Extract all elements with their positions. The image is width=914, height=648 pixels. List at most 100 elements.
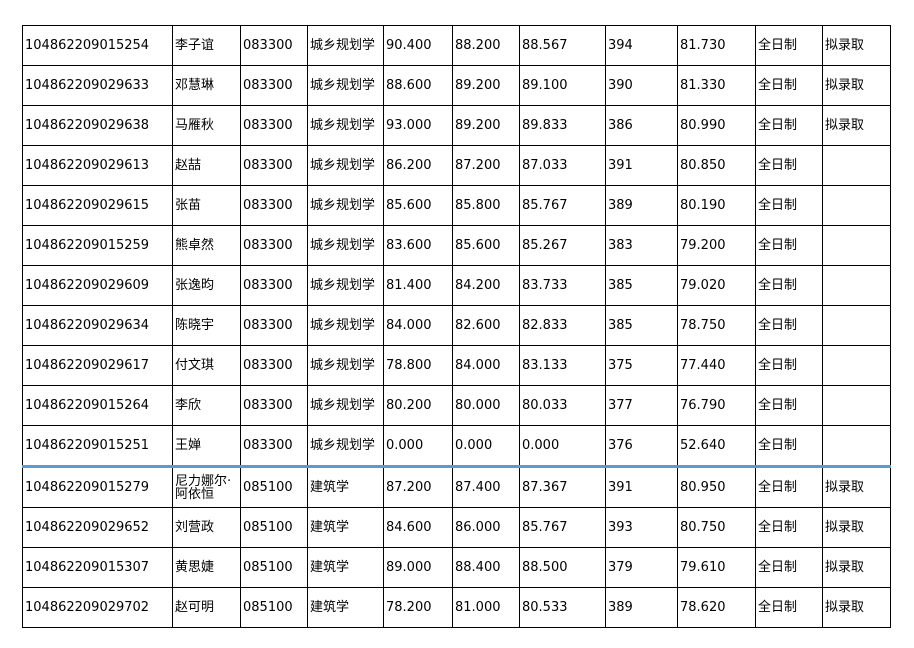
table-cell: 79.020 <box>677 265 756 306</box>
table-cell: 拟录取 <box>822 465 891 508</box>
table-cell: 城乡规划学 <box>307 145 384 186</box>
table-cell: 80.190 <box>677 185 756 226</box>
table-cell: 93.000 <box>383 105 453 146</box>
table-cell: 81.000 <box>452 587 520 628</box>
table-cell: 0.000 <box>519 425 606 467</box>
table-cell: 88.200 <box>452 25 520 66</box>
table-cell: 390 <box>605 65 678 106</box>
table-row: 104862209015279 尼力娜尔·阿依恒 085100 建筑学 87.200 87… <box>22 465 891 508</box>
table-cell: 88.400 <box>452 547 520 588</box>
table-cell: 085100 <box>240 547 308 588</box>
table-cell: 88.600 <box>383 65 453 106</box>
table-cell: 全日制 <box>755 25 823 66</box>
table-cell: 拟录取 <box>822 65 891 106</box>
table-cell: 全日制 <box>755 547 823 588</box>
table-cell: 86.000 <box>452 507 520 548</box>
table-cell: 82.833 <box>519 305 606 346</box>
table-cell: 104862209029652 <box>22 507 173 548</box>
table-cell: 城乡规划学 <box>307 25 384 66</box>
table-cell: 79.610 <box>677 547 756 588</box>
table-cell: 邓慧琳 <box>172 65 241 106</box>
table-cell: 80.000 <box>452 385 520 426</box>
table-cell: 赵可明 <box>172 587 241 628</box>
table-cell: 104862209015264 <box>22 385 173 426</box>
table-cell: 83.733 <box>519 265 606 306</box>
table-cell: 383 <box>605 225 678 266</box>
table-cell: 083300 <box>240 265 308 306</box>
table-cell: 81.330 <box>677 65 756 106</box>
table-cell: 赵喆 <box>172 145 241 186</box>
table-cell: 王婵 <box>172 425 241 467</box>
table-cell: 张逸昀 <box>172 265 241 306</box>
table-cell <box>822 185 891 226</box>
table-cell: 385 <box>605 305 678 346</box>
table-cell: 87.400 <box>452 465 520 508</box>
table-cell: 城乡规划学 <box>307 385 384 426</box>
table-cell: 李欣 <box>172 385 241 426</box>
table-cell: 083300 <box>240 425 308 467</box>
table-cell: 87.367 <box>519 465 606 508</box>
table-cell: 89.000 <box>383 547 453 588</box>
table-cell: 拟录取 <box>822 105 891 146</box>
table-cell: 393 <box>605 507 678 548</box>
table-cell: 付文琪 <box>172 345 241 386</box>
table-cell: 81.400 <box>383 265 453 306</box>
table-cell: 建筑学 <box>307 507 384 548</box>
table-cell: 全日制 <box>755 185 823 226</box>
table-cell: 拟录取 <box>822 587 891 628</box>
table-cell: 083300 <box>240 385 308 426</box>
table-cell: 建筑学 <box>307 465 384 508</box>
table-cell: 80.200 <box>383 385 453 426</box>
table-cell: 083300 <box>240 25 308 66</box>
table-cell <box>822 345 891 386</box>
table-cell <box>822 425 891 467</box>
table-cell: 104862209029633 <box>22 65 173 106</box>
table-cell: 104862209029617 <box>22 345 173 386</box>
table-cell: 87.200 <box>383 465 453 508</box>
table-cell: 52.640 <box>677 425 756 467</box>
table-cell: 全日制 <box>755 465 823 508</box>
table-cell: 376 <box>605 425 678 467</box>
table-cell: 085100 <box>240 587 308 628</box>
table-cell: 全日制 <box>755 385 823 426</box>
table-cell: 391 <box>605 465 678 508</box>
table-cell: 083300 <box>240 105 308 146</box>
table-cell: 拟录取 <box>822 507 891 548</box>
table-cell: 85.267 <box>519 225 606 266</box>
table-cell: 尼力娜尔·阿依恒 <box>172 465 241 508</box>
table-cell: 78.750 <box>677 305 756 346</box>
table-cell: 全日制 <box>755 225 823 266</box>
table-cell: 拟录取 <box>822 25 891 66</box>
table-row: 104862209029634 陈晓宇 083300 城乡规划学 84.000 82.60… <box>22 305 891 346</box>
table-cell: 78.620 <box>677 587 756 628</box>
table-cell: 78.800 <box>383 345 453 386</box>
table-cell: 87.033 <box>519 145 606 186</box>
table-cell: 85.767 <box>519 185 606 226</box>
table-cell: 87.200 <box>452 145 520 186</box>
table-cell: 379 <box>605 547 678 588</box>
table-cell: 394 <box>605 25 678 66</box>
table-cell: 城乡规划学 <box>307 305 384 346</box>
table-cell: 104862209015259 <box>22 225 173 266</box>
table-cell: 85.767 <box>519 507 606 548</box>
table-row: 104862209029617 付文琪 083300 城乡规划学 78.800 84.00… <box>22 345 891 386</box>
table-row: 104862209029638 马雁秋 083300 城乡规划学 93.000 89.20… <box>22 105 891 146</box>
table-cell: 84.600 <box>383 507 453 548</box>
table-row: 104862209015254 李子谊 083300 城乡规划学 90.400 88.20… <box>22 25 891 66</box>
table-row: 104862209029702 赵可明 085100 建筑学 78.200 81.000 8… <box>22 587 891 628</box>
table-cell: 全日制 <box>755 65 823 106</box>
table-cell: 104862209015279 <box>22 465 173 508</box>
table-cell: 083300 <box>240 185 308 226</box>
table-cell: 88.500 <box>519 547 606 588</box>
table-cell: 89.200 <box>452 105 520 146</box>
table-cell: 083300 <box>240 145 308 186</box>
table-cell: 083300 <box>240 305 308 346</box>
table-cell: 083300 <box>240 225 308 266</box>
table-cell: 全日制 <box>755 305 823 346</box>
table-cell: 90.400 <box>383 25 453 66</box>
table-cell: 104862209029702 <box>22 587 173 628</box>
table-cell: 76.790 <box>677 385 756 426</box>
table-cell: 建筑学 <box>307 547 384 588</box>
table-cell: 386 <box>605 105 678 146</box>
table-cell: 张苗 <box>172 185 241 226</box>
